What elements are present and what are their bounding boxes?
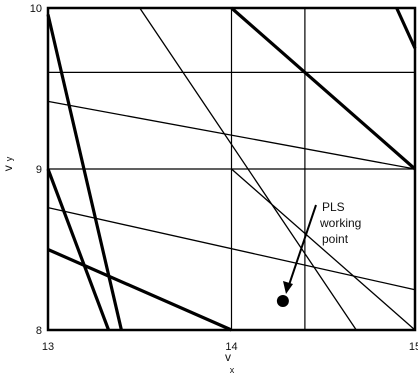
- annotation-line-1: PLS: [322, 200, 345, 214]
- resonance-lines: [46, 6, 417, 332]
- resonance-line-5: [139, 7, 357, 331]
- annotation-line-3: point: [322, 232, 349, 246]
- resonance-line-0: [46, 14, 123, 331]
- resonance-line-7: [47, 100, 416, 170]
- x-axis-label: v: [225, 350, 231, 364]
- y-axis-label: vy: [1, 156, 15, 171]
- resonance-line-3: [230, 6, 417, 171]
- annotation-line-2: working: [319, 216, 361, 230]
- x-tick-label-0: 13: [42, 341, 54, 353]
- working-point-marker: [276, 295, 289, 308]
- resonance-line-6: [231, 168, 416, 331]
- resonance-line-4: [395, 7, 417, 49]
- x-axis-label-subscript: x: [230, 365, 235, 375]
- tick-labels: 13 14 15 8 9 10: [30, 3, 418, 353]
- y-tick-label-0: 8: [36, 325, 42, 337]
- y-tick-label-1: 9: [36, 164, 42, 176]
- y-tick-label-2: 10: [30, 3, 42, 15]
- resonance-line-2: [47, 248, 233, 332]
- annotation-arrow-shaft: [288, 204, 317, 286]
- resonance-line-1: [46, 168, 111, 331]
- annotation-arrow-head: [283, 281, 293, 294]
- x-tick-label-2: 15: [409, 341, 418, 353]
- plot-frame: [46, 6, 417, 332]
- working-point-annotation: PLS working point: [283, 200, 361, 294]
- x-tick-label-1: 14: [225, 341, 237, 353]
- resonance-line-8: [47, 207, 416, 291]
